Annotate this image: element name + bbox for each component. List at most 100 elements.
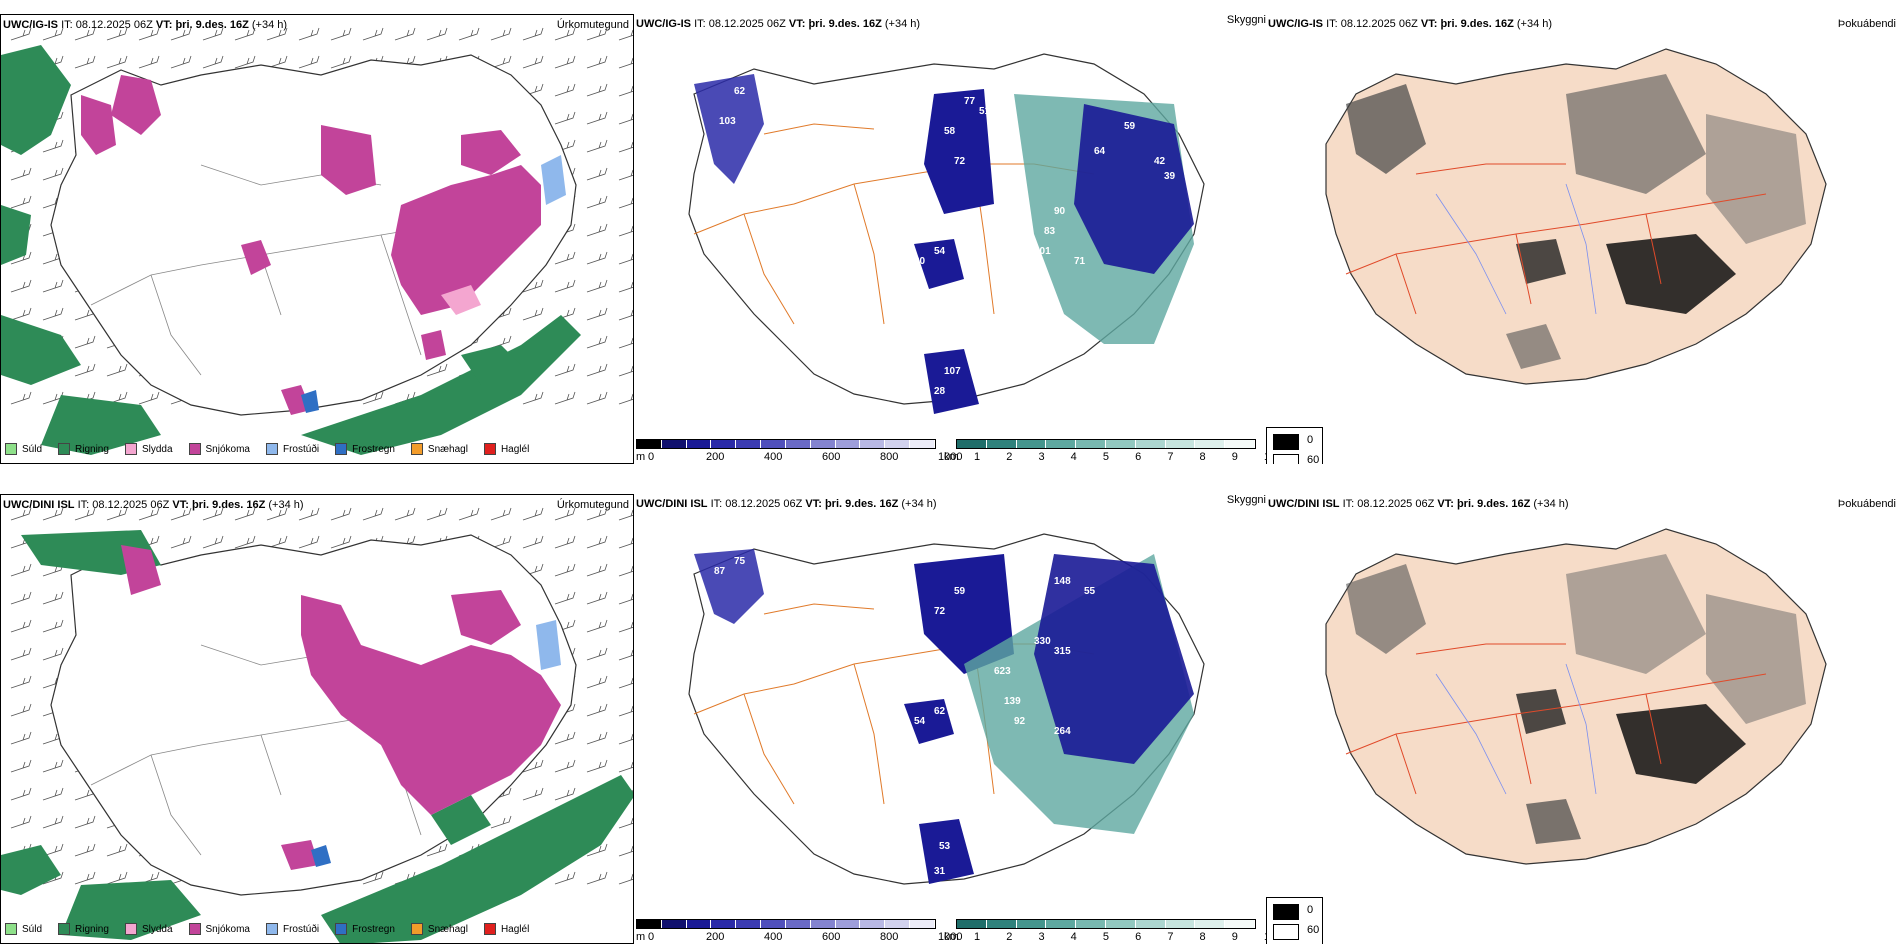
wind-barb [586, 731, 608, 745]
colorbar-segment [686, 920, 712, 928]
wind-barb [458, 27, 480, 41]
panel-title: Skyggni [1226, 494, 1266, 506]
legend-label: Snjókoma [205, 443, 250, 455]
wind-barb [10, 195, 32, 209]
vis-number: 90 [1054, 206, 1066, 217]
fog-panel-row2: UWC/DINI ISL IT: 08.12.2025 06Z VT: þri.… [1266, 494, 1900, 944]
wind-barb [586, 647, 608, 661]
wind-barb [554, 507, 576, 521]
vis-number: 264 [1054, 726, 1071, 737]
vis-number: 62 [734, 86, 746, 97]
vt-value: þri. 9.des. 16Z [824, 498, 899, 510]
legend-swatch [124, 923, 137, 935]
panel-header: UWC/DINI ISL IT: 08.12.2025 06Z VT: þri.… [1268, 498, 1569, 510]
colorbar-tick: 3 [1038, 451, 1045, 463]
wind-barb [74, 363, 96, 377]
wind-barb [586, 223, 608, 237]
colorbar-segment [1076, 920, 1106, 928]
wind-barb [42, 619, 64, 633]
wind-barb [458, 507, 480, 521]
vt-label: VT: [1437, 498, 1454, 510]
wind-barb [42, 167, 64, 181]
wind-barb [106, 363, 128, 377]
wind-barb [362, 507, 384, 521]
vis-number: 148 [1054, 576, 1071, 587]
vis-number: 72 [954, 156, 966, 167]
colorbar-unit: m [636, 931, 646, 943]
vis-number: 42 [1154, 156, 1166, 167]
colorbar-segment [785, 440, 811, 448]
panel-header: UWC/IG-IS IT: 08.12.2025 06Z VT: þri. 9.… [636, 18, 920, 30]
roads-rivers [1345, 643, 1767, 795]
panel-title: Skyggni [1226, 14, 1266, 26]
colorbar-unit: km [944, 931, 959, 943]
colorbar-tick: 1000 [938, 451, 963, 463]
it-label: IT: [710, 498, 723, 510]
wind-barb [42, 647, 64, 661]
legend-swatch [483, 923, 496, 935]
wind-barb [586, 591, 608, 605]
visibility-colorbar [956, 919, 1256, 929]
wind-barb [266, 535, 288, 549]
colorbar-segment [711, 440, 737, 448]
colorbar-segment [1195, 440, 1226, 448]
legend-swatch [335, 923, 348, 935]
iceland-outline [50, 54, 577, 416]
wind-barb [170, 535, 192, 549]
roads [693, 603, 1095, 805]
wind-barb [10, 563, 32, 577]
wind-barb [170, 507, 192, 521]
roads [90, 644, 502, 856]
vis-number: 60 [914, 256, 926, 267]
height-colorbar [636, 919, 936, 929]
wind-barb [266, 55, 288, 69]
legend-item-5: Frostregn [335, 443, 395, 455]
legend-item-5: Frostregn [335, 923, 395, 935]
colorbar-tick: 9 [1231, 451, 1238, 463]
wind-barb [170, 55, 192, 69]
wind-barb [586, 83, 608, 97]
wind-barb [522, 27, 544, 41]
colorbar-segment [761, 920, 786, 928]
wind-barb [522, 391, 544, 405]
legend-label: Slydda [141, 923, 173, 935]
wind-barb [106, 55, 128, 69]
legend-label: Frostregn [352, 923, 395, 935]
vis-number: 55 [1084, 586, 1096, 597]
legend-swatch [410, 443, 423, 455]
fog-map [1325, 48, 1827, 385]
wind-barb [522, 759, 544, 773]
wind-barb [522, 55, 544, 69]
wind-barb [74, 815, 96, 829]
vis-number: 92 [1014, 716, 1026, 727]
wind-barb [618, 169, 633, 181]
wind-barb [42, 591, 64, 605]
colorbar-tick: 600 [822, 931, 841, 943]
colorbar-segment [761, 440, 786, 448]
wind-barb [586, 759, 608, 773]
wind-barb [618, 733, 633, 745]
wind-barb [234, 27, 256, 41]
wind-barb [10, 391, 32, 405]
colorbar-segment [910, 440, 935, 448]
legend-label: Haglél [500, 443, 530, 455]
wind-barb [586, 279, 608, 293]
wind-barb [74, 871, 96, 885]
colorbar-tick: 3 [1038, 931, 1045, 943]
iceland-outline [1325, 528, 1827, 865]
wind-barb [266, 27, 288, 41]
colorbar-segment [1225, 920, 1255, 928]
wind-barb [554, 55, 576, 69]
panel-header: UWC/IG-IS IT: 08.12.2025 06Z VT: þri. 9.… [3, 19, 287, 31]
colorbar-segment [1016, 920, 1047, 928]
wind-barb [618, 225, 633, 237]
precip-legend: Súld Rigning Slydda Snjókoma Frostúði Frostre… [5, 923, 545, 935]
wind-barb [74, 843, 96, 857]
legend-label: Snjókoma [205, 923, 250, 935]
vis-number: 83 [1044, 226, 1056, 237]
legend-item-1: Rigning [58, 443, 109, 455]
fog-legend-swatch-0 [1273, 904, 1299, 920]
